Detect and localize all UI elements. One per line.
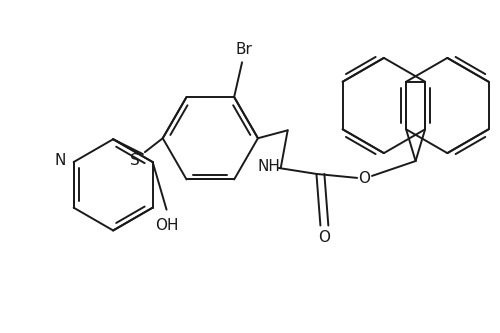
- Text: N: N: [54, 153, 66, 167]
- Text: OH: OH: [155, 218, 178, 233]
- Text: NH: NH: [258, 159, 280, 173]
- Text: S: S: [130, 153, 140, 167]
- Text: O: O: [318, 230, 330, 245]
- Text: O: O: [358, 171, 370, 186]
- Text: Br: Br: [236, 42, 252, 57]
